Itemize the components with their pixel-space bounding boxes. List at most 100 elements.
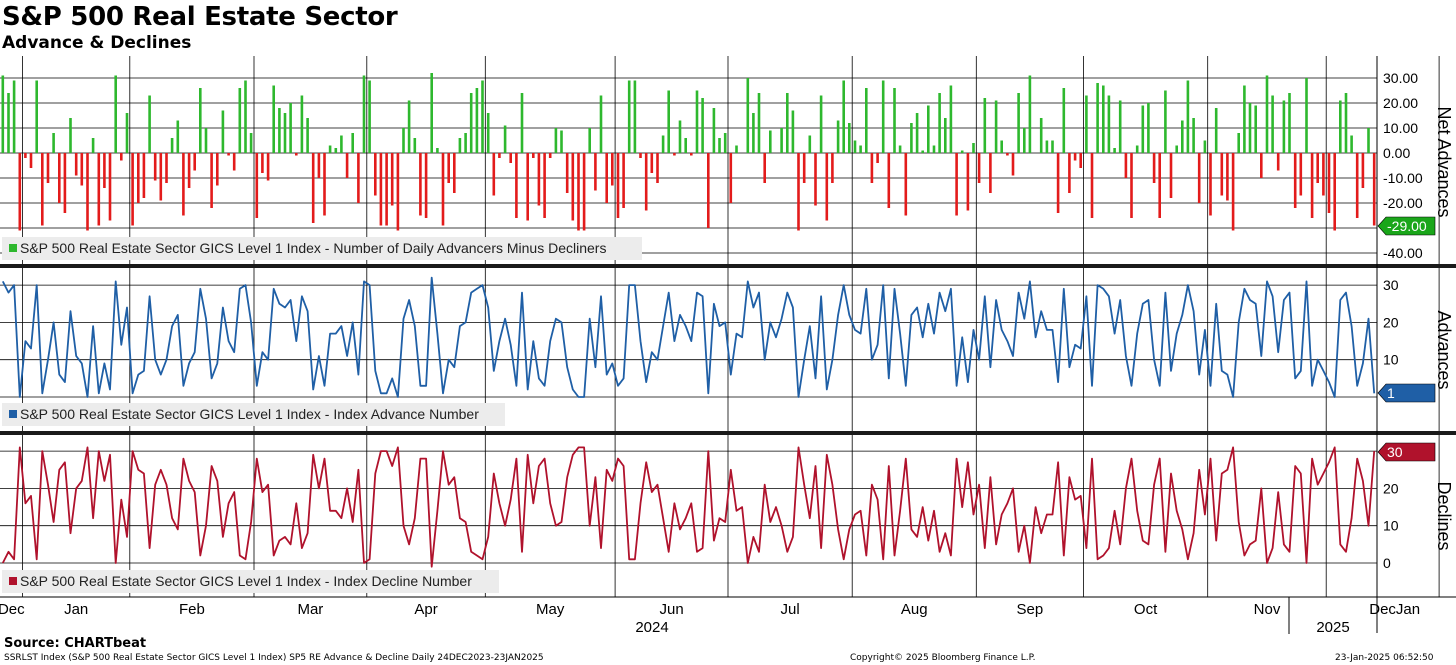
net-advance-bar	[503, 125, 507, 153]
month-tick-label: Oct	[1134, 601, 1158, 618]
net-advance-bar	[515, 153, 518, 218]
net-advance-bar	[1006, 153, 1009, 156]
net-advance-bar	[582, 153, 586, 231]
net-advance-bar	[300, 95, 304, 153]
net-advance-bar	[1181, 120, 1184, 153]
net-advance-bar	[955, 153, 958, 216]
net-advance-bar	[46, 153, 50, 183]
advances-tick-label: 10	[1383, 352, 1399, 368]
net-advance-bar	[746, 78, 750, 153]
net-advance-bar	[317, 153, 321, 178]
net-advance-bar	[1011, 153, 1015, 176]
net-advance-bar	[1310, 153, 1314, 218]
net-advance-bar	[594, 153, 597, 191]
net-tick-label: 10.00	[1383, 120, 1418, 136]
net-advance-bar	[842, 80, 845, 153]
net-advance-bar	[272, 85, 275, 153]
net-advance-bar	[238, 88, 242, 153]
net-advance-bar	[469, 93, 473, 153]
net-advance-bar	[492, 153, 496, 196]
net-advance-bar	[966, 153, 970, 211]
net-advance-bar	[639, 153, 642, 158]
net-advance-bar	[684, 138, 687, 153]
net-advance-bar	[193, 153, 196, 171]
net-advance-bar	[565, 153, 569, 193]
net-advance-bar	[915, 113, 919, 153]
net-advance-bar	[780, 128, 783, 153]
month-tick-label: Aug	[901, 601, 928, 618]
net-advance-bar	[791, 110, 795, 153]
net-advance-bar	[1372, 153, 1376, 226]
net-advance-bar	[1068, 153, 1071, 193]
net-advance-bar	[63, 153, 67, 213]
net-advance-bar	[1186, 80, 1190, 153]
net-legend-text: S&P 500 Real Estate Sector GICS Level 1 …	[20, 240, 606, 256]
net-advance-bar	[441, 153, 445, 226]
net-advance-bar	[989, 153, 992, 193]
net-advance-bar	[1288, 93, 1291, 153]
net-advance-bar	[808, 135, 812, 153]
net-advance-bar	[407, 100, 411, 153]
net-advance-bar	[712, 108, 716, 153]
net-advance-bar	[509, 153, 512, 163]
net-advance-bar	[334, 148, 338, 153]
net-advance-bar	[278, 108, 281, 153]
net-advance-bar	[836, 120, 840, 153]
month-tick-label: Dec	[0, 601, 25, 618]
net-tick-label: 30.00	[1383, 70, 1418, 86]
net-advance-bar	[972, 143, 975, 153]
net-advance-bar	[255, 153, 259, 218]
net-advance-bar	[306, 118, 309, 153]
net-advance-bar	[910, 123, 913, 153]
net-advance-bar	[1197, 153, 1201, 203]
net-advance-bar	[58, 153, 61, 203]
net-advance-bar	[1045, 140, 1049, 153]
net-advance-bar	[283, 113, 287, 153]
net-advance-bar	[554, 128, 558, 153]
month-tick-label: Dec	[1369, 601, 1396, 618]
net-advance-bar	[633, 80, 637, 153]
net-advance-bar	[1220, 153, 1224, 196]
net-advance-bar	[938, 93, 941, 153]
month-tick-label: Jan	[64, 601, 88, 618]
advances-axis-title: Advances	[1434, 310, 1454, 389]
net-advance-bar	[103, 153, 106, 188]
net-advance-bar	[853, 140, 857, 153]
declines-legend-bg	[2, 570, 499, 593]
net-advance-bar	[232, 153, 236, 171]
net-advance-bar	[402, 128, 405, 153]
net-advance-bar	[390, 153, 394, 206]
advances-last-flag-shape	[1377, 383, 1436, 403]
net-advance-bar	[52, 133, 55, 153]
declines-legend-swatch	[9, 577, 17, 585]
month-tick-label: Jun	[660, 601, 684, 618]
net-advance-bar	[187, 153, 191, 188]
net-advance-bar	[1028, 75, 1032, 153]
net-tick-label: -20.00	[1383, 195, 1423, 211]
panel-separator	[0, 264, 1456, 268]
net-advance-bar	[616, 153, 620, 218]
net-advance-bar	[1260, 153, 1263, 178]
net-advance-bar	[458, 138, 462, 153]
net-advance-bar	[983, 98, 987, 153]
advances-legend-bg	[2, 403, 505, 426]
net-advance-bar	[543, 153, 546, 218]
net-advance-bar	[786, 93, 789, 153]
net-advance-bar	[960, 150, 964, 153]
declines-tick-label: 20	[1383, 480, 1399, 496]
net-advance-bar	[1254, 105, 1257, 153]
net-advance-bar	[1090, 153, 1094, 218]
net-axis-title: Net Advances	[1434, 106, 1454, 217]
month-tick-label: May	[536, 601, 565, 618]
net-advance-bar	[887, 153, 891, 208]
net-advance-bar	[1164, 90, 1167, 153]
net-advance-bar	[627, 80, 631, 153]
net-advance-bar	[289, 103, 292, 153]
net-advance-bar	[165, 153, 168, 183]
net-advance-bar	[379, 153, 383, 226]
net-advance-bar	[1192, 118, 1195, 153]
net-advance-bar	[718, 138, 721, 153]
net-advance-bar	[1113, 148, 1116, 153]
net-advance-bar	[802, 153, 806, 183]
month-tick-label: Apr	[414, 601, 437, 618]
